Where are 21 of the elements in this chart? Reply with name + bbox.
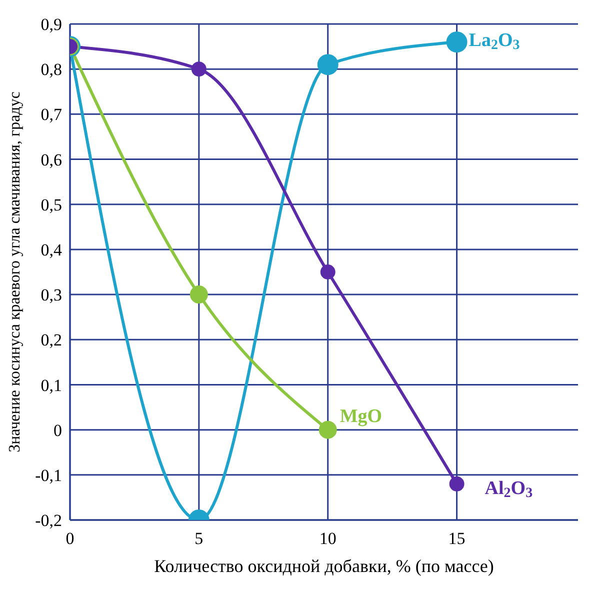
y-tick-label: 0,4 — [40, 240, 62, 260]
y-tick-label: 0,6 — [40, 150, 62, 170]
y-tick-label: 0,5 — [40, 195, 62, 214]
y-axis-title: Значение косинуса краевого угла смачивания, градус — [6, 92, 24, 452]
y-tick-label: 0 — [54, 420, 62, 440]
x-tick-label: 5 — [194, 529, 204, 548]
x-tick-label: 10 — [319, 529, 336, 548]
y-tick-label: 0,8 — [40, 60, 62, 80]
y-tick-label: 0,9 — [40, 15, 62, 34]
y-tick-label: 0,7 — [40, 105, 62, 124]
x-axis-title: Количество оксидной добавки, % (по массе) — [154, 556, 494, 576]
series-label: Al$_{2}$O$_{3}$ — [484, 478, 533, 501]
y-tick-label: 0,1 — [40, 376, 62, 395]
y-tick-label: -0,2 — [35, 511, 62, 530]
y-tick-label: 0,3 — [40, 286, 62, 305]
series-label: MgO — [340, 406, 382, 428]
series-label: La$_{2}$O$_{3}$ — [468, 30, 520, 53]
x-tick-label: 0 — [66, 529, 74, 548]
x-tick-label: 15 — [448, 529, 466, 548]
y-tick-label: -0,1 — [35, 466, 62, 485]
y-tick-label: 0,2 — [40, 330, 62, 350]
